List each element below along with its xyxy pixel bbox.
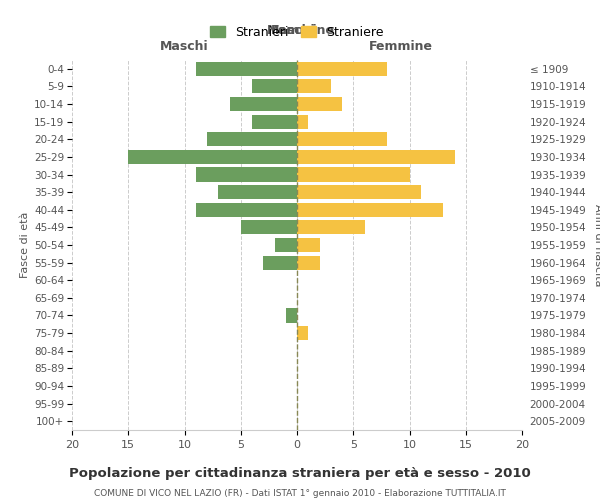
Bar — [297, 185, 421, 199]
Text: Maschi: Maschi — [267, 24, 316, 37]
Bar — [297, 256, 320, 270]
Bar — [218, 185, 297, 199]
Bar — [297, 80, 331, 94]
Y-axis label: Anni di nascita: Anni di nascita — [593, 204, 600, 286]
Bar — [196, 202, 297, 217]
Y-axis label: Fasce di età: Fasce di età — [20, 212, 30, 278]
Bar — [297, 326, 308, 340]
Bar — [196, 168, 297, 181]
Bar — [297, 132, 387, 146]
Bar — [297, 202, 443, 217]
Bar — [297, 150, 455, 164]
Bar — [275, 238, 297, 252]
Bar — [263, 256, 297, 270]
Bar — [128, 150, 297, 164]
Bar — [241, 220, 297, 234]
Bar — [297, 62, 387, 76]
Bar — [286, 308, 297, 322]
Bar — [207, 132, 297, 146]
Bar — [196, 62, 297, 76]
Legend: Stranieri, Straniere: Stranieri, Straniere — [206, 22, 388, 42]
Bar — [297, 220, 365, 234]
Text: Femmine: Femmine — [368, 40, 433, 52]
Text: Femmine: Femmine — [271, 24, 335, 37]
Bar — [297, 238, 320, 252]
Text: Maschi: Maschi — [160, 40, 209, 52]
Bar — [252, 80, 297, 94]
Bar — [297, 114, 308, 128]
Bar — [252, 114, 297, 128]
Bar — [297, 168, 409, 181]
Text: COMUNE DI VICO NEL LAZIO (FR) - Dati ISTAT 1° gennaio 2010 - Elaborazione TUTTIT: COMUNE DI VICO NEL LAZIO (FR) - Dati IST… — [94, 489, 506, 498]
Bar — [229, 97, 297, 111]
Text: Popolazione per cittadinanza straniera per età e sesso - 2010: Popolazione per cittadinanza straniera p… — [69, 468, 531, 480]
Bar — [297, 97, 342, 111]
